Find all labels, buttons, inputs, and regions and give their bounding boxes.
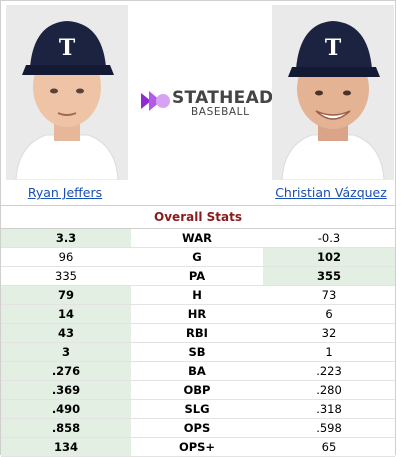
left-value: 43 xyxy=(1,324,131,342)
right-value: 355 xyxy=(263,267,395,285)
overall-stats-table: Overall Stats 3.3 WAR -0.3 96 G 102 335 PA 355 79… xyxy=(1,205,395,457)
player-name-link-right[interactable]: Christian Vázquez xyxy=(275,185,387,200)
stat-row-sb: 3 SB 1 xyxy=(1,343,395,362)
player-left: T Ryan Jeffers xyxy=(1,1,129,205)
right-value: -0.3 xyxy=(317,231,341,245)
left-value: 3 xyxy=(1,343,131,361)
right-value: 73 xyxy=(321,288,337,302)
stat-row-rbi: 43 RBI 32 xyxy=(1,324,395,343)
right-value: .280 xyxy=(316,383,342,397)
stat-row-war: 3.3 WAR -0.3 xyxy=(1,229,395,248)
stat-row-hr: 14 HR 6 xyxy=(1,305,395,324)
right-value: 1 xyxy=(325,345,333,359)
stat-label: OPS xyxy=(183,421,211,435)
stathead-logo-icon xyxy=(141,91,170,111)
stat-row-ba: .276 BA .223 xyxy=(1,362,395,381)
header: T Ryan Jeffers STATHEAD BASEBALL xyxy=(1,1,395,205)
left-value: .369 xyxy=(1,381,131,399)
left-value: 79 xyxy=(1,286,131,304)
stat-label: WAR xyxy=(182,231,212,245)
stat-label: HR xyxy=(187,307,207,321)
stat-row-obp: .369 OBP .280 xyxy=(1,381,395,400)
stat-label: PA xyxy=(188,269,206,283)
stats-table-title: Overall Stats xyxy=(1,206,395,229)
logo-word-baseball: BASEBALL xyxy=(191,106,250,118)
right-value: 6 xyxy=(325,307,333,321)
stat-label: G xyxy=(192,250,202,264)
stat-label: H xyxy=(192,288,202,302)
right-value: 32 xyxy=(321,326,337,340)
stat-row-h: 79 H 73 xyxy=(1,286,395,305)
left-value: .276 xyxy=(1,362,131,380)
player-right: T Christian Vázquez xyxy=(267,1,395,205)
stat-row-slg: .490 SLG .318 xyxy=(1,400,395,419)
stat-label: SLG xyxy=(184,402,210,416)
stat-row-g: 96 G 102 xyxy=(1,248,395,267)
stat-row-ops-plus: 134 OPS+ 65 xyxy=(1,438,395,457)
left-value: 3.3 xyxy=(1,229,131,247)
right-value: 65 xyxy=(321,440,337,454)
stat-label: SB xyxy=(188,345,206,359)
stat-row-ops: .858 OPS .598 xyxy=(1,419,395,438)
right-value: .598 xyxy=(316,421,342,435)
left-value: 335 xyxy=(55,269,77,283)
left-value: 96 xyxy=(58,250,74,264)
stats-rows: 3.3 WAR -0.3 96 G 102 335 PA 355 79 H 73 14 HR 6 43 RBI 3… xyxy=(1,229,395,457)
svg-text:T: T xyxy=(325,35,342,61)
stat-label: OBP xyxy=(183,383,211,397)
player-name-link-left[interactable]: Ryan Jeffers xyxy=(27,185,103,200)
stat-label: BA xyxy=(188,364,206,378)
stat-label: RBI xyxy=(186,326,208,340)
right-value: 102 xyxy=(263,248,395,266)
stathead-logo[interactable]: STATHEAD BASEBALL xyxy=(137,87,273,119)
left-value: .858 xyxy=(1,419,131,437)
right-value: .223 xyxy=(316,364,342,378)
stat-row-pa: 335 PA 355 xyxy=(1,267,395,286)
stat-label: OPS+ xyxy=(178,440,216,454)
player-photo-left: T xyxy=(6,5,128,180)
left-value: 14 xyxy=(1,305,131,323)
left-value: .490 xyxy=(1,400,131,418)
player-photo-right: T xyxy=(272,5,394,180)
left-value: 134 xyxy=(1,438,131,456)
svg-text:T: T xyxy=(59,35,76,61)
logo-word-stathead: STATHEAD xyxy=(172,88,274,108)
right-value: .318 xyxy=(316,402,342,416)
